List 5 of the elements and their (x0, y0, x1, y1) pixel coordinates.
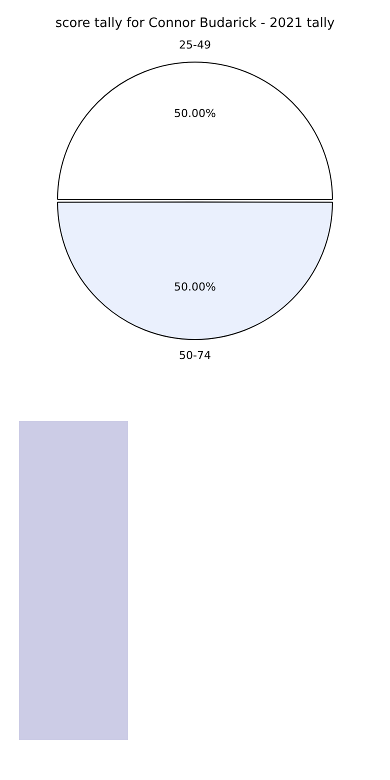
data-label: 50.00% (174, 106, 216, 120)
data-label: 50.00% (174, 280, 216, 294)
slice-label: 50-74 (179, 348, 211, 362)
slice-label: 25-49 (179, 38, 211, 52)
chart-title: score tally for Connor Budarick - 2021 tally (55, 16, 335, 32)
